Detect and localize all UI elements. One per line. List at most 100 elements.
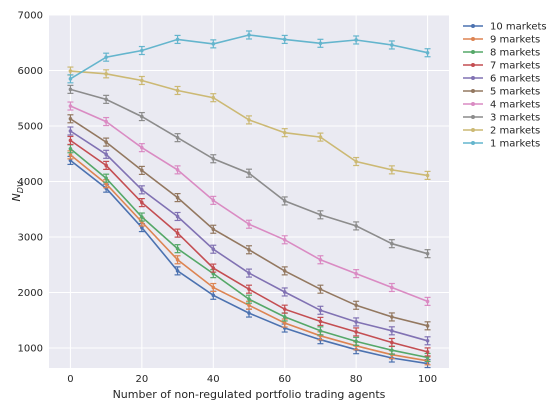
data-point xyxy=(425,50,430,55)
data-point xyxy=(104,163,108,168)
data-point xyxy=(282,237,287,242)
legend-item: 4 markets xyxy=(463,100,540,111)
data-point xyxy=(175,88,180,93)
data-point xyxy=(318,213,323,217)
data-point xyxy=(211,271,216,276)
data-point xyxy=(425,324,430,328)
data-point xyxy=(425,350,430,354)
data-point xyxy=(247,271,251,275)
x-tick-label: 40 xyxy=(207,374,220,385)
data-point xyxy=(68,138,73,143)
data-point xyxy=(390,315,394,319)
data-point xyxy=(104,176,108,180)
data-point xyxy=(68,158,73,163)
legend-item: 5 markets xyxy=(463,87,540,98)
data-point xyxy=(318,308,323,313)
data-point xyxy=(68,146,73,151)
data-point xyxy=(354,159,358,164)
legend: 10 markets 9 markets 8 markets 7 markets 6 m… xyxy=(463,22,547,150)
data-point xyxy=(318,319,323,324)
data-point xyxy=(175,214,180,219)
series-5 xyxy=(67,126,431,346)
data-point xyxy=(318,257,323,262)
legend-label: 6 markets xyxy=(490,74,540,85)
series-10 xyxy=(67,30,431,84)
data-point xyxy=(140,114,144,119)
series-3 xyxy=(67,144,431,363)
data-point xyxy=(425,355,430,360)
data-point xyxy=(390,329,394,333)
data-point xyxy=(140,225,144,230)
legend-label: 3 markets xyxy=(490,113,540,124)
data-point xyxy=(425,173,430,178)
legend-item: 10 markets xyxy=(463,22,547,33)
data-point xyxy=(247,171,251,175)
series-group xyxy=(67,30,431,369)
data-point xyxy=(390,340,394,345)
data-point xyxy=(140,200,144,205)
legend-item: 3 markets xyxy=(463,113,540,124)
data-point xyxy=(425,299,430,304)
data-point xyxy=(247,297,251,301)
data-point xyxy=(175,135,180,140)
data-point xyxy=(68,153,73,157)
data-point xyxy=(175,37,180,42)
legend-marker xyxy=(471,128,475,132)
series-8 xyxy=(67,84,431,259)
legend-item: 6 markets xyxy=(463,74,540,85)
data-point xyxy=(318,329,323,333)
legend-label: 8 markets xyxy=(490,48,540,59)
data-point xyxy=(211,198,216,203)
legend-label: 2 markets xyxy=(490,126,540,137)
data-point xyxy=(211,285,216,290)
legend-label: 10 markets xyxy=(490,22,547,33)
legend-item: 1 markets xyxy=(463,139,540,150)
data-point xyxy=(247,287,251,291)
data-point xyxy=(354,330,358,334)
data-point xyxy=(140,78,144,83)
data-point xyxy=(104,152,108,157)
x-tick-label: 80 xyxy=(350,374,363,385)
data-point xyxy=(318,135,323,139)
data-point xyxy=(390,348,394,353)
legend-marker xyxy=(471,63,475,67)
x-tick-label: 0 xyxy=(67,374,73,385)
data-point xyxy=(354,339,358,344)
data-point xyxy=(68,69,73,73)
x-tick-labels: 0 20 40 60 80 100 xyxy=(67,374,437,385)
data-point xyxy=(390,168,394,172)
data-point xyxy=(104,97,108,102)
y-tick-label: 4000 xyxy=(18,177,43,188)
data-point xyxy=(211,247,216,252)
data-point xyxy=(104,72,108,76)
data-point xyxy=(68,77,73,81)
data-point xyxy=(140,188,144,192)
legend-label: 9 markets xyxy=(490,35,540,46)
data-point xyxy=(247,311,251,315)
y-tick-labels: 1000 2000 3000 4000 5000 6000 7000 xyxy=(18,11,43,355)
legend-item: 7 markets xyxy=(463,61,540,72)
data-point xyxy=(282,199,287,203)
data-point xyxy=(211,95,216,100)
legend-item: 8 markets xyxy=(463,48,540,59)
data-point xyxy=(140,168,144,173)
legend-marker xyxy=(471,115,475,119)
data-point xyxy=(68,104,73,108)
data-point xyxy=(247,33,251,37)
data-point xyxy=(104,55,108,59)
data-point xyxy=(68,116,73,121)
legend-item: 9 markets xyxy=(463,35,540,46)
x-tick-label: 100 xyxy=(418,374,437,385)
y-tick-label: 2000 xyxy=(18,288,43,299)
data-point xyxy=(354,224,358,228)
legend-item: 2 markets xyxy=(463,126,540,137)
data-point xyxy=(175,231,180,235)
data-point xyxy=(104,181,108,186)
data-point xyxy=(354,303,358,308)
legend-label: 1 markets xyxy=(490,139,540,150)
data-point xyxy=(318,41,323,46)
series-7 xyxy=(67,101,431,306)
y-axis-label-sub: DV xyxy=(16,181,25,193)
data-point xyxy=(390,43,394,47)
legend-label: 4 markets xyxy=(490,100,540,111)
